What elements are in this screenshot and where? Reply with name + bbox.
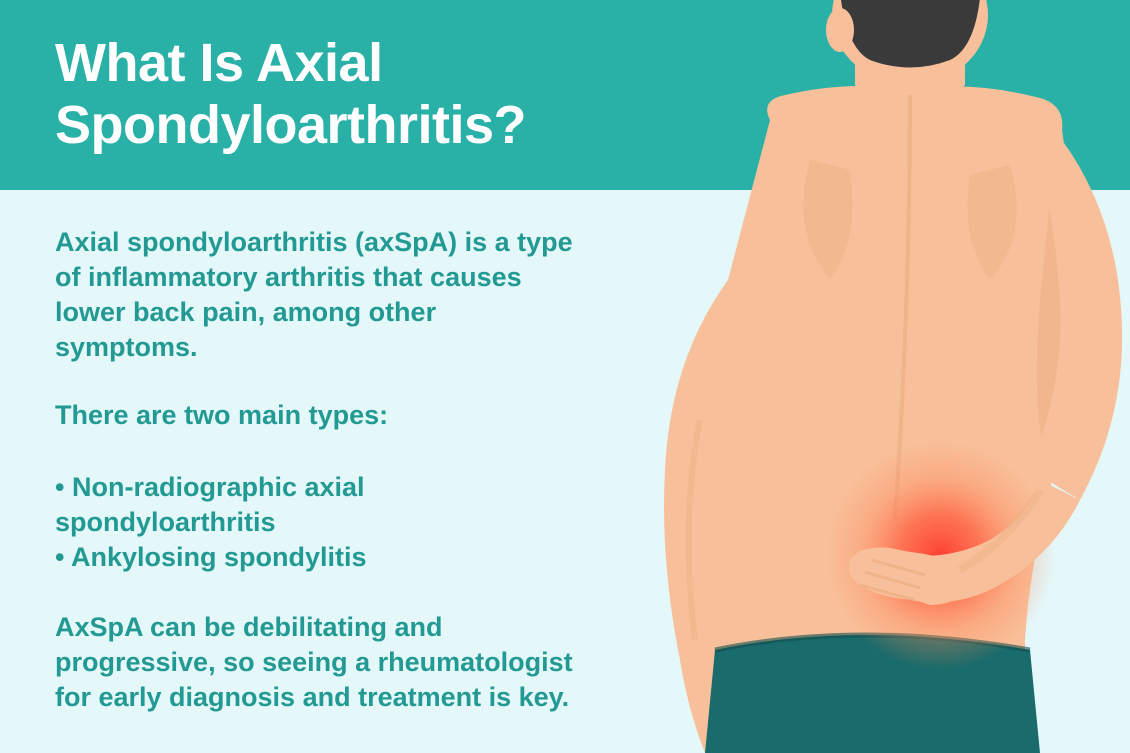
bullet-list: • Non-radiographic axial spondyloarthrit… xyxy=(55,470,575,575)
types-heading: There are two main types: xyxy=(55,398,575,433)
intro-paragraph: Axial spondyloarthritis (axSpA) is a typ… xyxy=(55,225,575,365)
bullet-text: Ankylosing spondylitis xyxy=(71,542,367,572)
bullet-text: Non-radiographic axial spondyloarthritis xyxy=(55,472,365,537)
bullet-item: • Ankylosing spondylitis xyxy=(55,540,575,575)
infographic-container: What Is AxialSpondyloarthritis? Axial sp… xyxy=(0,0,1130,753)
bullet-item: • Non-radiographic axial spondyloarthrit… xyxy=(55,470,575,540)
person-back-illustration xyxy=(610,0,1130,753)
page-title: What Is AxialSpondyloarthritis? xyxy=(55,32,526,156)
closing-paragraph: AxSpA can be debilitating and progressiv… xyxy=(55,610,575,715)
